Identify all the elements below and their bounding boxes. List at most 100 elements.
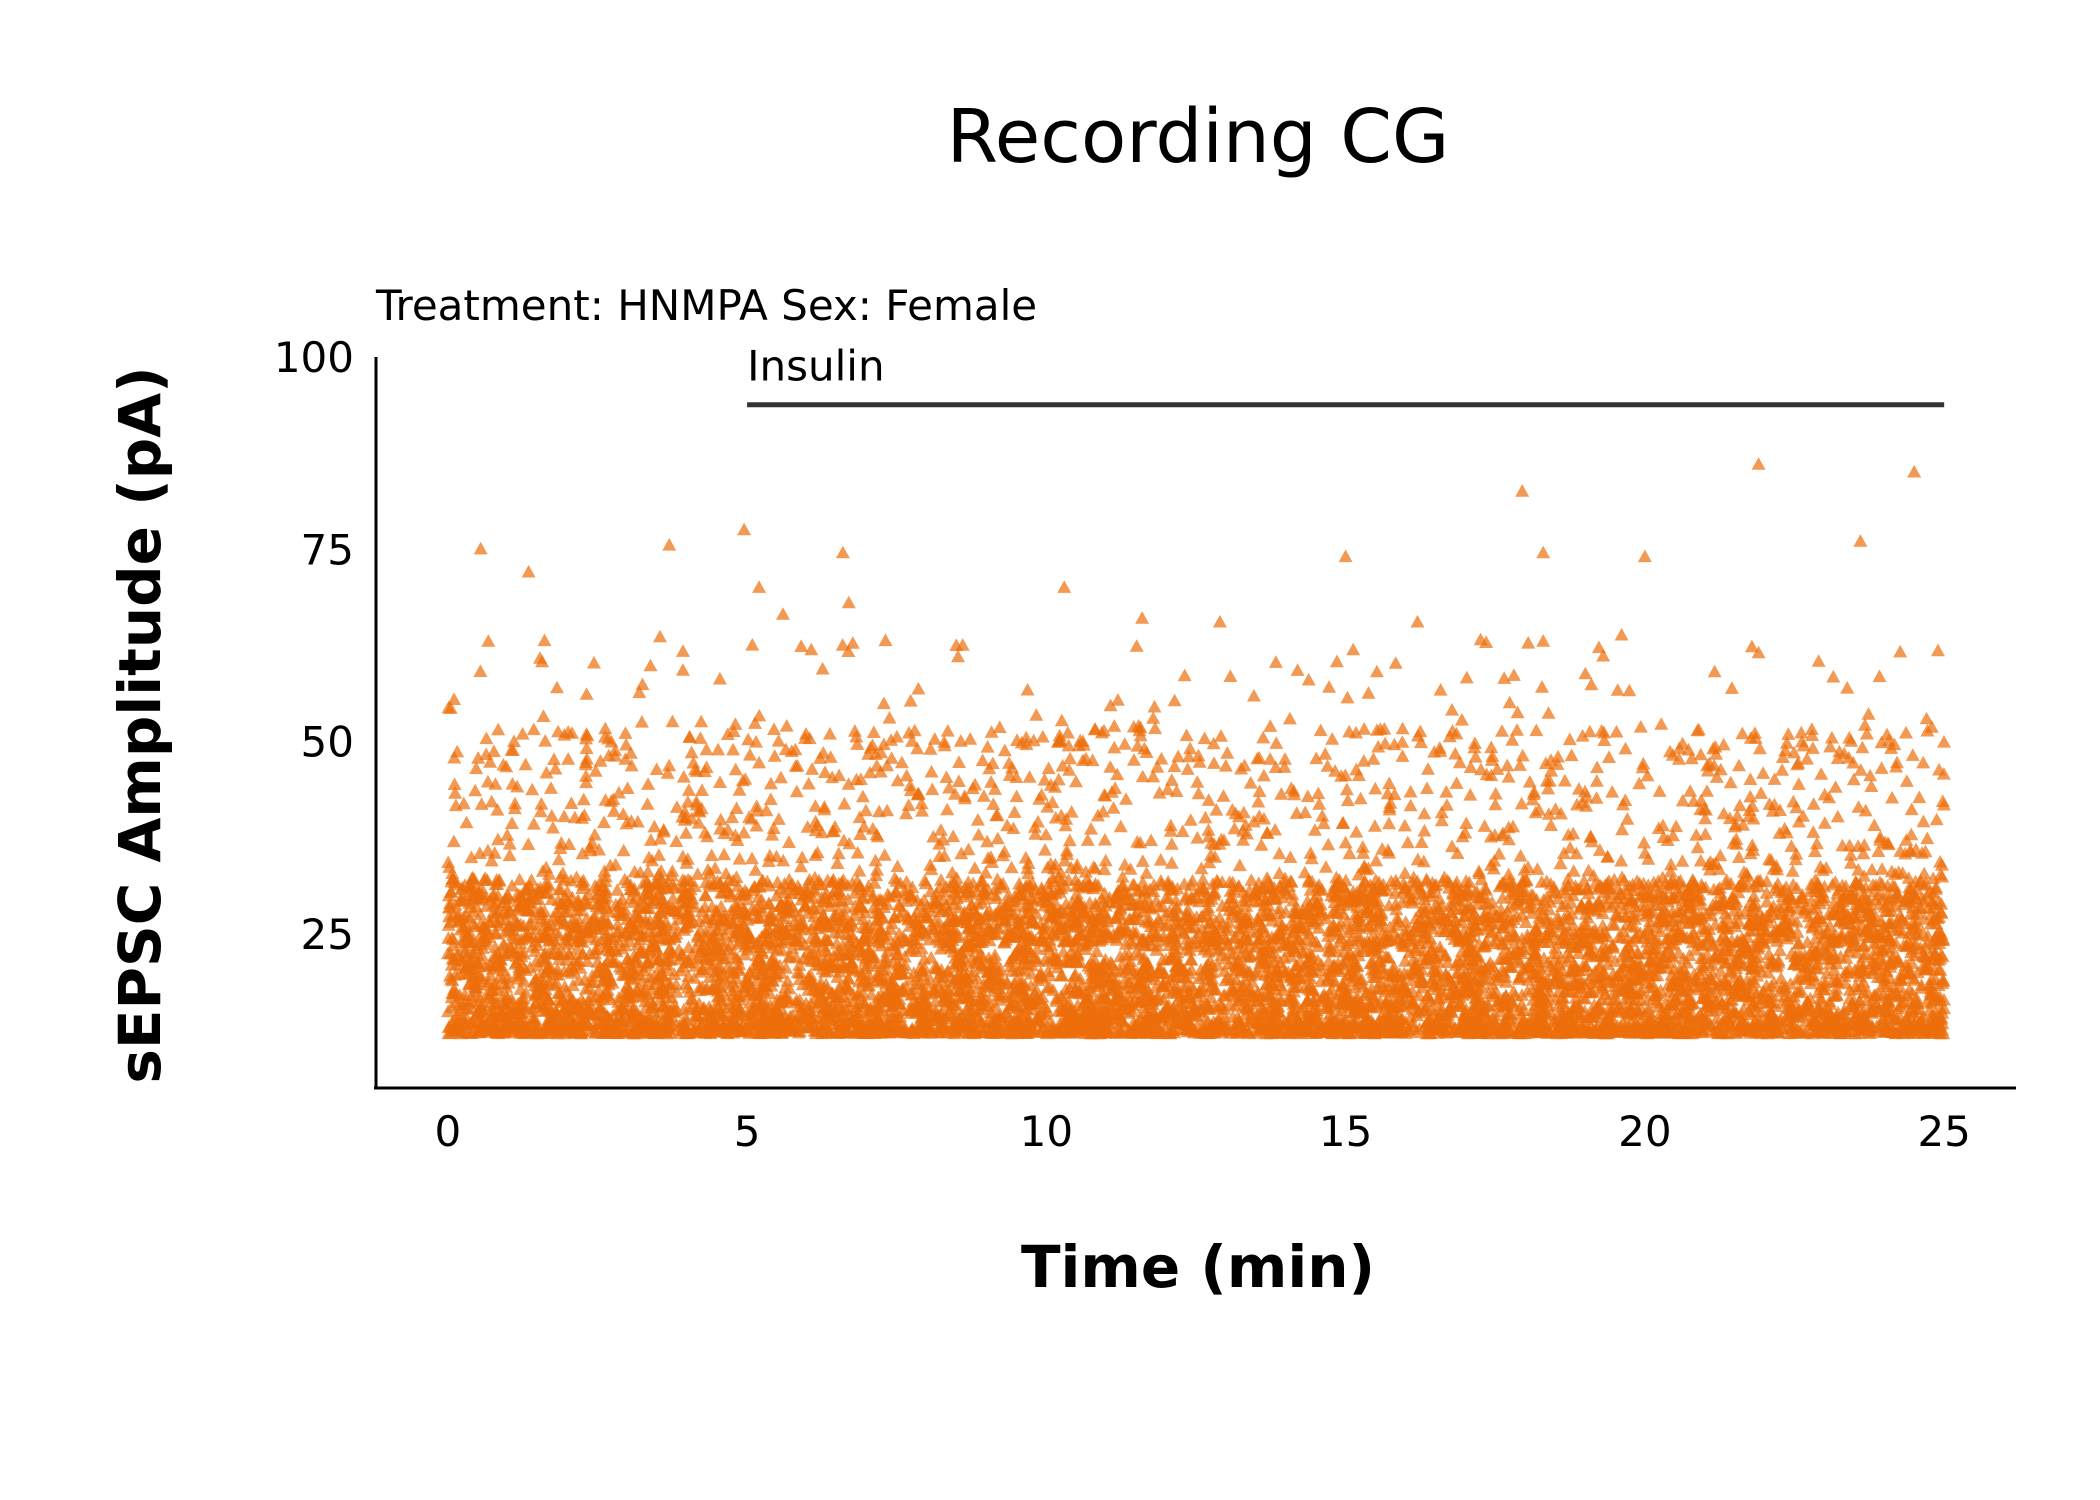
data-point	[1885, 790, 1900, 804]
data-point	[1378, 736, 1393, 750]
data-point	[1514, 796, 1529, 810]
data-point	[1098, 853, 1113, 867]
data-point	[1865, 862, 1879, 876]
data-point	[483, 968, 498, 981]
data-point	[940, 724, 955, 737]
data-point	[474, 797, 489, 810]
data-point	[1152, 786, 1167, 799]
data-point	[877, 848, 892, 861]
data-point	[1622, 683, 1637, 697]
data-point	[923, 742, 938, 755]
data-point	[1366, 752, 1381, 765]
data-point	[1097, 832, 1112, 846]
data-point	[1388, 873, 1403, 887]
data-point	[1616, 797, 1630, 811]
data-point	[763, 776, 778, 790]
data-point	[1321, 969, 1336, 983]
data-point	[481, 634, 496, 647]
data-point	[927, 732, 942, 745]
data-point	[619, 737, 634, 751]
data-point	[1806, 825, 1821, 838]
data-point	[480, 843, 495, 857]
data-point	[705, 899, 719, 913]
data-point	[1147, 699, 1162, 713]
data-point	[1375, 926, 1390, 939]
data-point	[1146, 711, 1161, 724]
data-point	[1843, 848, 1858, 861]
data-point	[1265, 949, 1280, 963]
data-point	[1218, 759, 1233, 772]
data-point	[1368, 781, 1383, 795]
data-point	[745, 638, 760, 651]
data-point	[1339, 782, 1354, 796]
data-point	[1615, 967, 1630, 981]
data-point	[1539, 774, 1554, 787]
data-point	[505, 816, 519, 829]
data-point	[1874, 735, 1889, 749]
data-point	[1214, 729, 1228, 742]
data-point	[963, 732, 978, 745]
data-point	[1342, 925, 1357, 938]
data-point	[1204, 836, 1219, 849]
data-point	[712, 671, 727, 685]
data-point	[1810, 957, 1825, 970]
data-point	[1899, 833, 1914, 846]
data-point	[679, 826, 694, 839]
data-point	[1194, 861, 1209, 875]
data-point	[1521, 636, 1536, 649]
data-point	[1467, 740, 1482, 754]
data-point	[1445, 724, 1460, 737]
data-point	[1007, 805, 1022, 818]
data-point	[1709, 747, 1723, 760]
data-point	[675, 663, 690, 676]
data-point	[1916, 814, 1931, 828]
data-point	[845, 636, 860, 649]
data-point	[641, 777, 656, 790]
data-point	[1578, 666, 1593, 680]
data-point	[1035, 729, 1050, 743]
data-point	[1369, 664, 1384, 678]
data-point	[1338, 835, 1353, 849]
data-point	[640, 797, 655, 810]
data-point	[1038, 843, 1052, 856]
data-point	[669, 800, 684, 813]
data-point	[1069, 886, 1084, 900]
data-point	[914, 796, 929, 810]
data-point	[789, 784, 804, 798]
data-point	[924, 862, 939, 876]
data-point	[525, 782, 540, 796]
data-point	[579, 741, 594, 754]
data-point	[1735, 726, 1750, 740]
data-point	[1160, 782, 1175, 796]
data-point	[1580, 881, 1595, 895]
data-point	[892, 899, 907, 912]
data-point	[647, 819, 662, 833]
data-point	[1693, 853, 1708, 867]
data-point	[1840, 681, 1855, 694]
data-point	[611, 899, 626, 912]
data-point	[618, 752, 633, 765]
data-point	[1503, 887, 1518, 900]
data-point	[589, 899, 604, 913]
data-point	[795, 850, 810, 864]
data-point	[1535, 680, 1549, 693]
data-point	[550, 905, 565, 918]
data-point	[598, 721, 613, 735]
data-point	[1232, 858, 1247, 872]
data-point	[1142, 882, 1157, 896]
data-point	[878, 954, 893, 967]
data-point	[1743, 772, 1758, 785]
data-point	[761, 896, 776, 910]
data-point	[1252, 784, 1267, 797]
data-point	[763, 986, 777, 1000]
data-point	[667, 967, 682, 980]
data-point	[732, 852, 747, 865]
data-point	[533, 651, 547, 664]
data-point	[1916, 755, 1931, 769]
data-point	[1078, 865, 1093, 878]
data-point	[976, 789, 991, 802]
data-point	[970, 813, 985, 826]
data-point	[890, 859, 905, 873]
data-point	[1201, 823, 1216, 836]
data-point	[1206, 736, 1221, 750]
